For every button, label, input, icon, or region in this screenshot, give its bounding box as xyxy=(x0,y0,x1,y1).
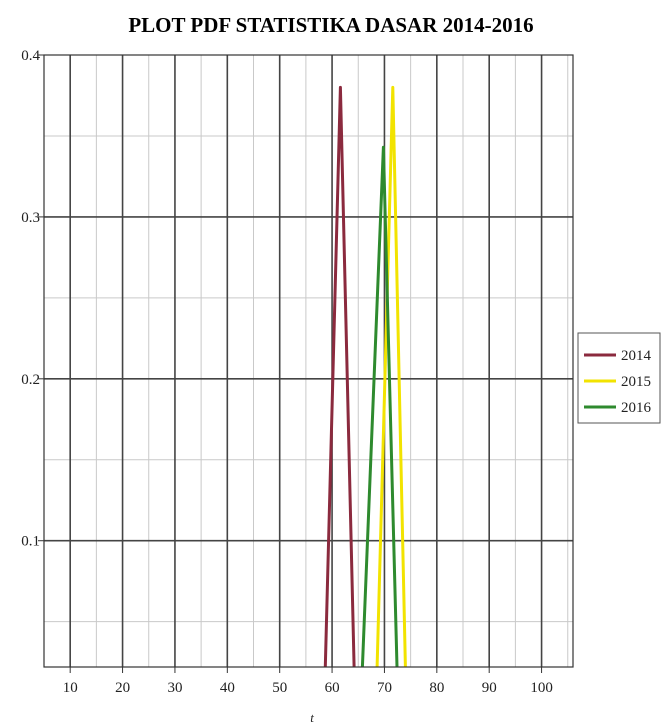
x-tick-label: 10 xyxy=(63,680,78,696)
x-tick-label: 30 xyxy=(167,680,182,696)
x-tick-label: 90 xyxy=(482,680,497,696)
grid xyxy=(44,55,573,667)
legend: 2014 2015 2016 xyxy=(577,332,661,424)
x-tick-label: 20 xyxy=(115,680,130,696)
y-tick-label: 0.3 xyxy=(21,210,40,226)
x-tick-label: 70 xyxy=(377,680,392,696)
series-line-2014 xyxy=(323,85,356,668)
series-line-2015 xyxy=(375,85,407,668)
chart-title: PLOT PDF STATISTIKA DASAR 2014-2016 xyxy=(128,13,533,37)
legend-label-2014: 2014 xyxy=(621,348,652,364)
legend-label-2016: 2016 xyxy=(621,400,652,416)
x-tick-label: 60 xyxy=(325,680,340,696)
y-tick-label: 0.1 xyxy=(21,534,40,550)
y-tick-label: 0.4 xyxy=(21,48,40,64)
x-tick-label: 40 xyxy=(220,680,235,696)
series-line-2016 xyxy=(360,145,399,668)
x-tick-label: 50 xyxy=(272,680,287,696)
x-axis-label: t xyxy=(310,710,314,725)
x-tick-label: 100 xyxy=(530,680,553,696)
axis-ticks: 10 20 30 40 50 60 70 80 90 100 0.1 0.2 0.3 0.4 xyxy=(21,48,553,696)
x-tick-label: 80 xyxy=(429,680,444,696)
legend-label-2015: 2015 xyxy=(621,374,651,390)
series-lines xyxy=(323,85,407,668)
y-tick-label: 0.2 xyxy=(21,372,40,388)
plot-frame xyxy=(43,54,574,668)
